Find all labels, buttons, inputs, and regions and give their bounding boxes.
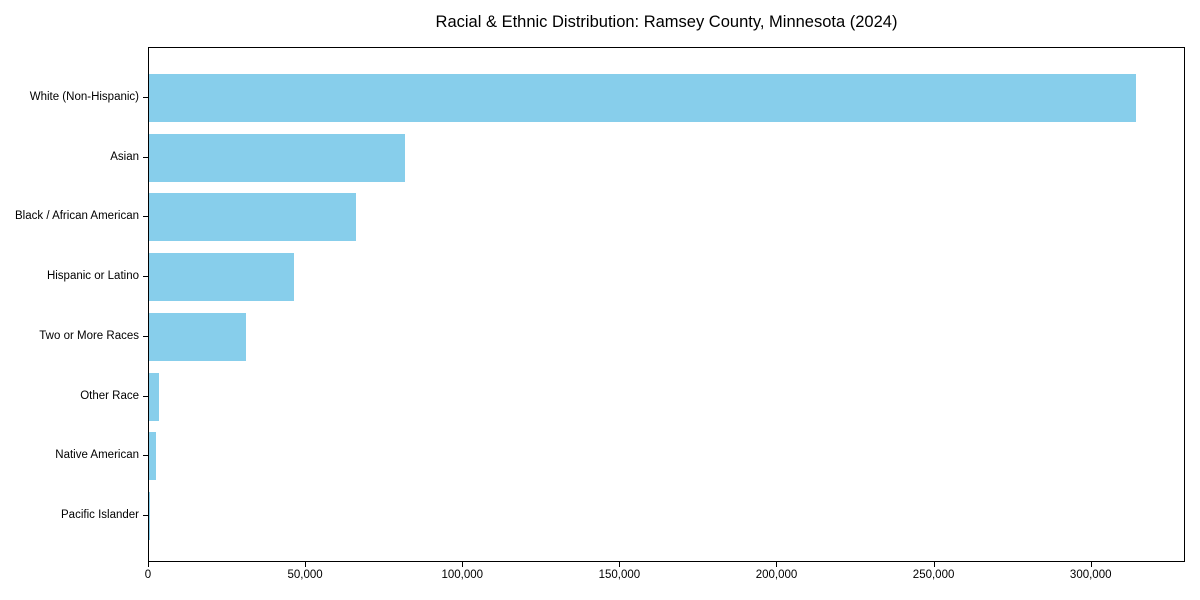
x-tick-mark <box>305 562 307 567</box>
bar-asian <box>149 133 405 182</box>
x-tick-label: 250,000 <box>912 569 955 581</box>
y-tick-label: Pacific Islander <box>61 508 139 521</box>
y-tick-mark <box>143 156 148 158</box>
y-tick-mark <box>143 97 148 98</box>
x-tick-mark <box>148 562 149 567</box>
bar-two-or-more-races <box>149 312 246 361</box>
plot-area <box>148 47 1185 562</box>
x-tick-label: 100,000 <box>441 569 484 581</box>
chart-title: Racial & Ethnic Distribution: Ramsey Cou… <box>435 13 898 31</box>
x-tick-label: 300,000 <box>1069 569 1112 581</box>
x-tick-label: 150,000 <box>598 569 641 581</box>
y-tick-label: Black / African American <box>15 210 139 223</box>
y-tick-label: Two or More Races <box>39 329 139 342</box>
bar-other-race <box>149 372 159 421</box>
bar-native-american <box>149 432 156 481</box>
x-tick-label: 0 <box>144 569 152 581</box>
y-tick-mark <box>143 276 148 278</box>
y-tick-label: White (Non-Hispanic) <box>29 91 139 103</box>
bar-hispanic-or-latino <box>149 253 294 302</box>
x-tick-mark <box>776 562 778 567</box>
x-tick-label: 50,000 <box>287 569 323 581</box>
y-tick-label: Native American <box>55 449 139 462</box>
y-tick-mark <box>143 216 148 218</box>
bar-white-non-hispanic <box>149 74 1136 122</box>
x-tick-mark <box>462 562 464 567</box>
y-tick-label: Hispanic or Latino <box>46 270 139 283</box>
y-tick-label: Other Race <box>80 389 139 402</box>
x-tick-mark <box>619 562 621 567</box>
y-tick-label: Asian <box>110 150 139 163</box>
y-tick-mark <box>143 514 148 516</box>
bar-black-african-american <box>149 193 356 242</box>
bar-pacific-islander <box>149 491 150 540</box>
x-tick-label: 200,000 <box>755 569 798 581</box>
y-tick-mark <box>143 395 148 397</box>
y-tick-mark <box>143 335 148 337</box>
x-tick-mark <box>933 562 935 567</box>
x-tick-mark <box>1090 562 1092 567</box>
y-tick-mark <box>143 455 148 457</box>
